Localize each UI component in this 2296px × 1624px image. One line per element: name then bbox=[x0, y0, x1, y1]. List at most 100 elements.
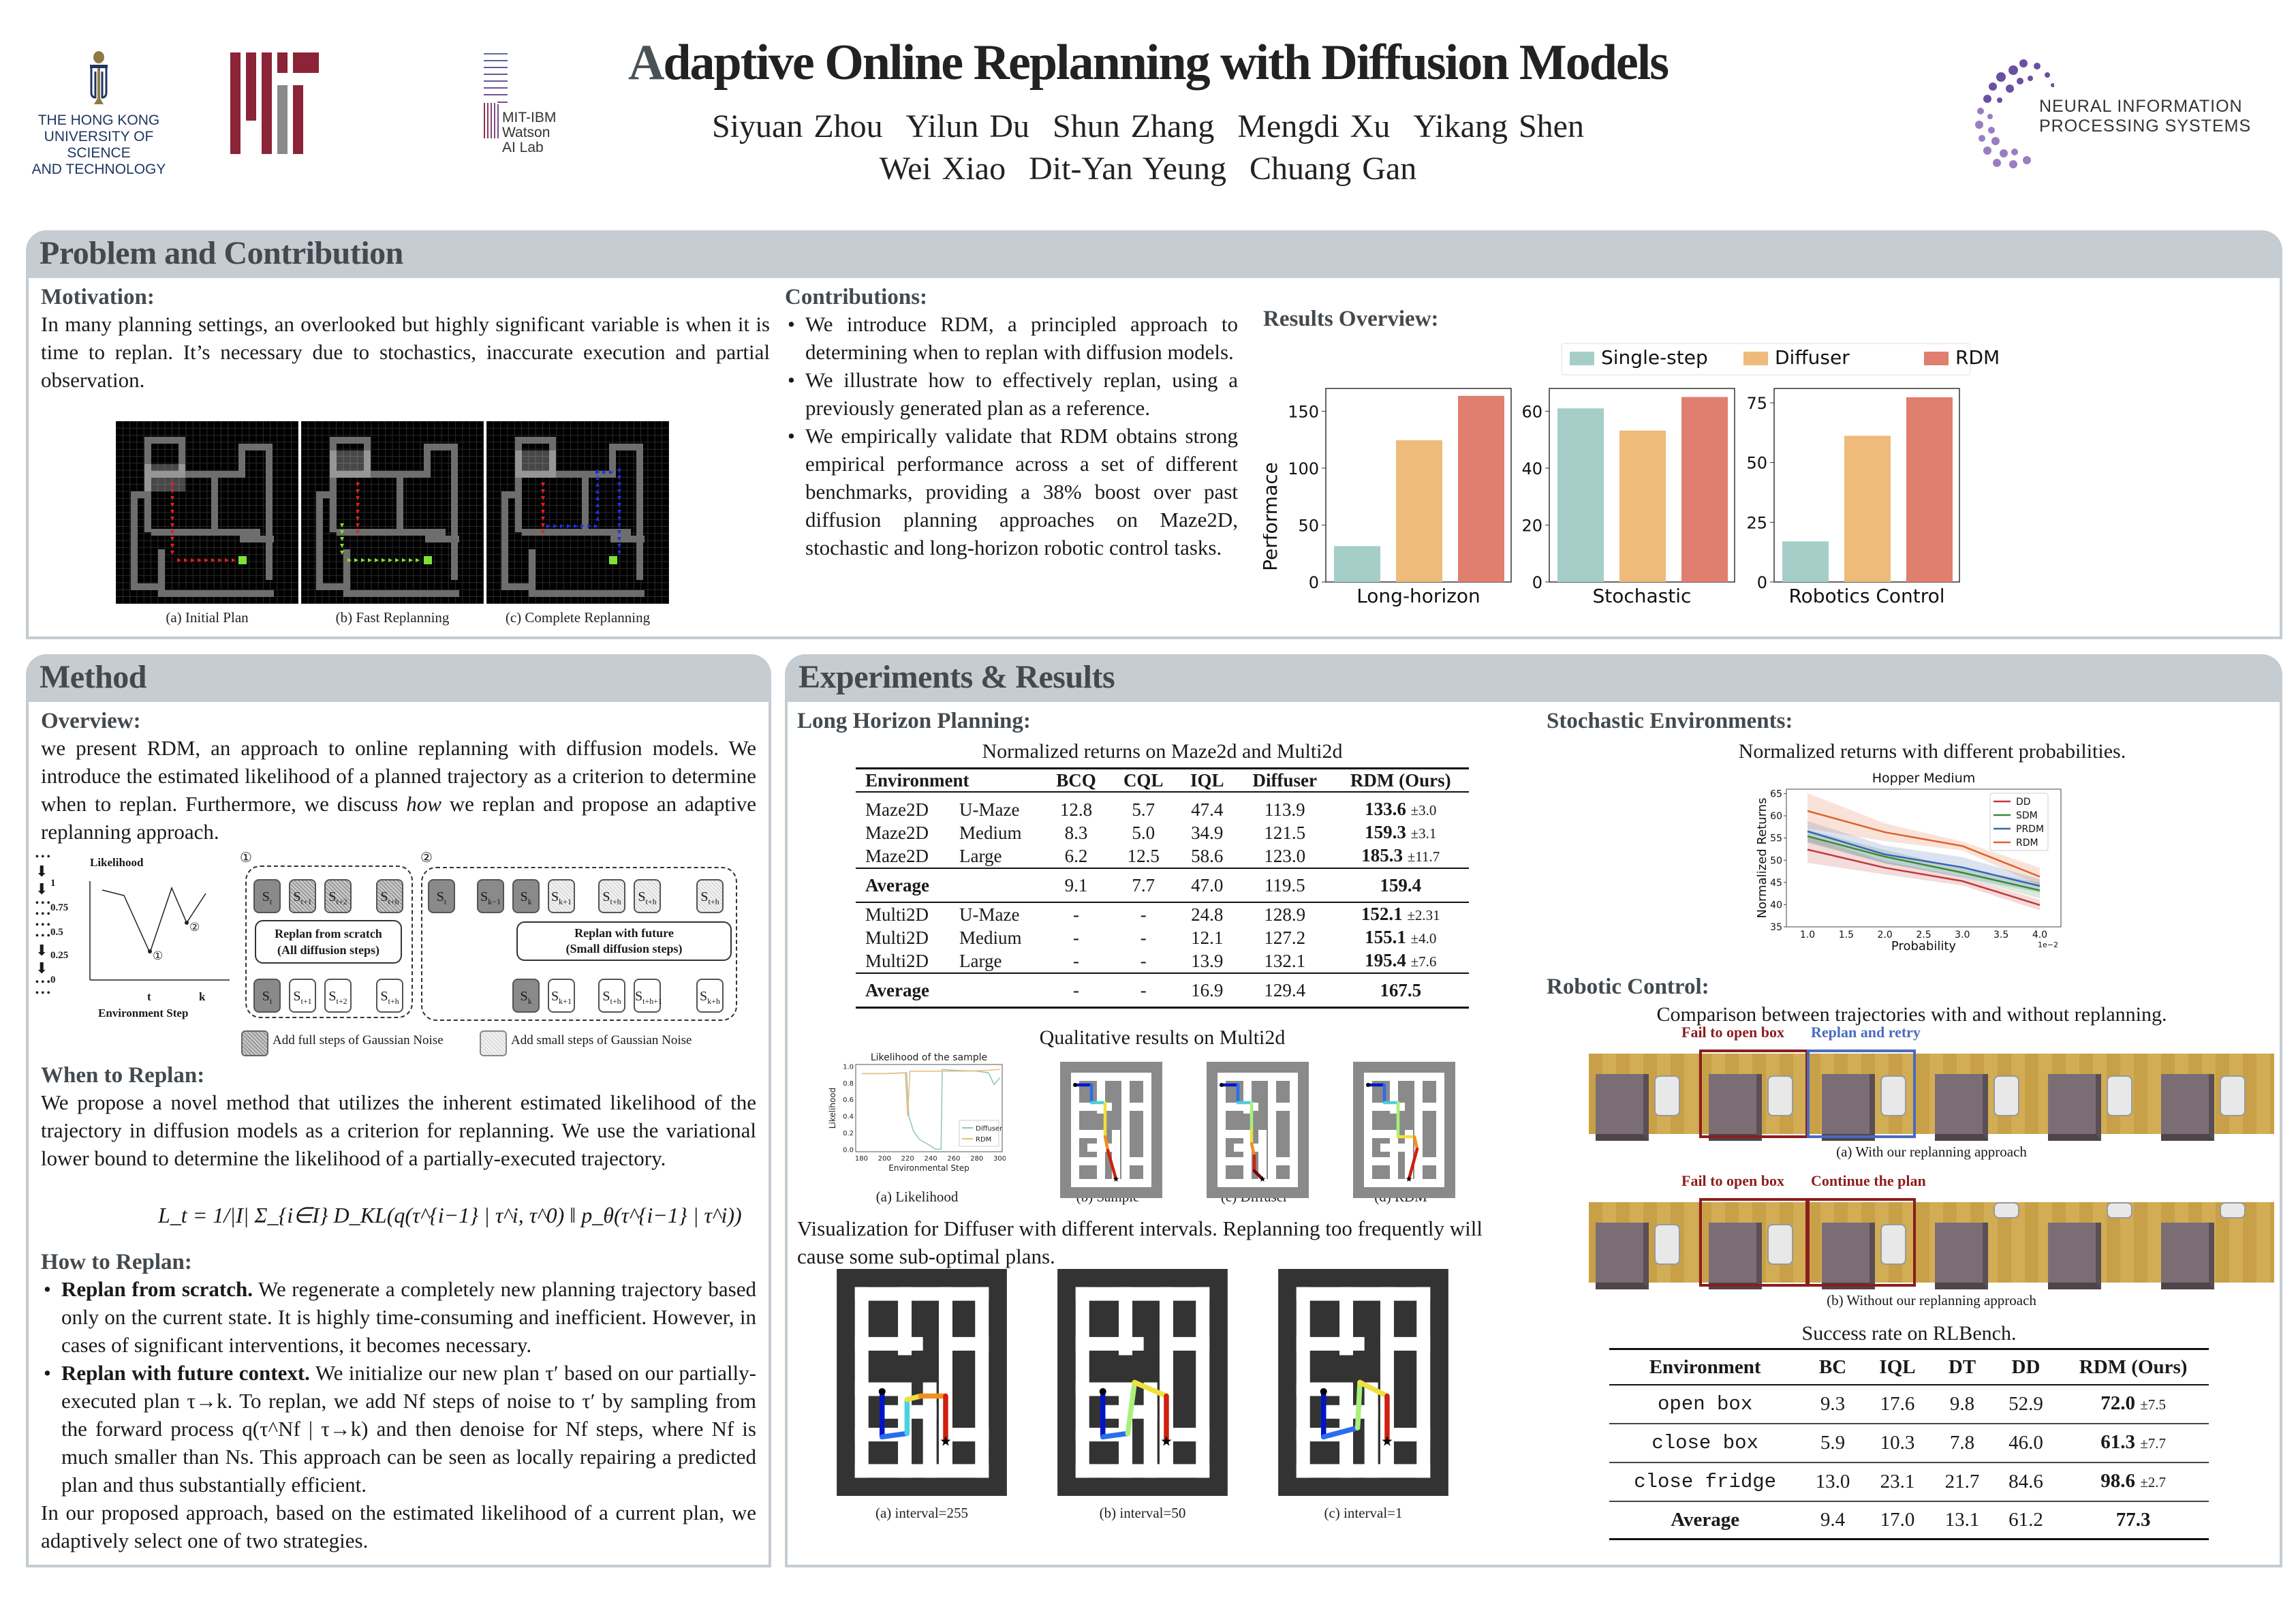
y-tick-label: 0 bbox=[1757, 573, 1767, 592]
cell-cql: 7.7 bbox=[1132, 875, 1155, 895]
qual-subcaption: (a) Likelihood bbox=[875, 1189, 959, 1205]
chart-legend: DD SDM PRDM RDM bbox=[1989, 793, 2049, 851]
col-header: RDM (Ours) bbox=[1350, 770, 1451, 791]
robot-arm-image bbox=[1767, 1224, 1793, 1265]
y-tick-label: 65 bbox=[1770, 789, 1782, 800]
formula-text: L_t = 1/|I| Σ_{i∈I} D_KL(q(τ^{i−1} | τ^i… bbox=[158, 1203, 742, 1227]
cell-env: Average bbox=[865, 875, 929, 895]
diagram-ytick: 0 bbox=[50, 975, 56, 985]
cell-env: Multi2D bbox=[865, 928, 929, 948]
replan-future-title: Replan with future bbox=[574, 926, 674, 940]
chart-legend: Single-step Diffuser RDM bbox=[1561, 343, 2000, 376]
contribution-item: We illustrate how to effectively replan,… bbox=[788, 366, 1238, 422]
cell-iql: 17.6 bbox=[1880, 1393, 1915, 1415]
state-letter: S bbox=[700, 989, 708, 1004]
rdm-value: 155.1 bbox=[1365, 927, 1406, 947]
poster-title: Adaptive Online Replanning with Diffusio… bbox=[0, 34, 2296, 92]
experiments-section-header: Experiments & Results bbox=[788, 654, 2280, 702]
start-marker bbox=[1099, 1388, 1106, 1395]
state-subscript: t+h bbox=[388, 996, 399, 1006]
y-tick-label: 55 bbox=[1770, 833, 1782, 844]
highlight-box-fail bbox=[1699, 1198, 1808, 1287]
goal-star-icon: ★ bbox=[940, 1435, 952, 1450]
state-subscript: t bbox=[269, 996, 273, 1006]
cell-env: Maze2D bbox=[865, 823, 929, 843]
diagram-ytick: 0.75 bbox=[50, 902, 69, 913]
robot-arm-image bbox=[1654, 1224, 1680, 1265]
state-letter: S bbox=[262, 989, 270, 1004]
x-tick-label: 300 bbox=[993, 1155, 1006, 1163]
replan-scratch-sub: (All diffusion steps) bbox=[277, 943, 380, 957]
bar bbox=[1844, 435, 1891, 582]
robot-arm-image bbox=[2107, 1202, 2132, 1219]
cell-iql: 23.1 bbox=[1880, 1471, 1915, 1492]
col-header: DD bbox=[2011, 1356, 2041, 1378]
cell-rdm: 195.4 ±7.6 bbox=[1333, 949, 1469, 973]
state-subscript: k+1 bbox=[559, 996, 572, 1006]
cell-bcq: - bbox=[1073, 980, 1080, 1000]
neurips-line-2: PROCESSING SYSTEMS bbox=[2039, 117, 2252, 136]
state-letter: S bbox=[700, 889, 709, 904]
series-line-rdm bbox=[861, 1069, 1000, 1116]
state-subscript: t+h bbox=[388, 897, 399, 906]
cell-iql: 34.9 bbox=[1191, 823, 1224, 843]
cell-diffuser: 129.4 bbox=[1264, 980, 1306, 1000]
table-row: open box 9.3 17.6 9.8 52.9 72.0 ±7.5 bbox=[1609, 1385, 2209, 1424]
rdm-std: ±11.7 bbox=[1407, 848, 1440, 865]
cell-diffuser: 123.0 bbox=[1264, 846, 1306, 866]
cell-rdm: 185.3 ±11.7 bbox=[1333, 844, 1469, 868]
x-tick-label: 4.0 bbox=[2032, 930, 2047, 940]
replan-scratch-title: Replan from scratch bbox=[275, 927, 382, 940]
label-second: Replan and retry bbox=[1811, 1024, 1921, 1041]
plot-frame bbox=[1786, 788, 2062, 928]
contribution-item: We empirically validate that RDM obtains… bbox=[788, 422, 1238, 562]
cell-dd: 84.6 bbox=[2008, 1471, 2043, 1492]
how-item: Replan from scratch. We regenerate a com… bbox=[44, 1275, 756, 1359]
legend-swatch bbox=[1743, 352, 1768, 365]
trajectory-segment bbox=[1412, 1135, 1419, 1151]
cell-rdm: 133.6 ±3.0 bbox=[1333, 792, 1469, 821]
state-box: St+h bbox=[598, 879, 625, 913]
likelihood-chart: Likelihood of the sample 0.0 0.2 0.4 0.6 0.8 1… bbox=[828, 1052, 1006, 1173]
motivation-text: In many planning settings, an overlooked… bbox=[41, 312, 770, 392]
long-horizon-title: Long Horizon Planning: bbox=[797, 709, 1031, 733]
robot-arm-image bbox=[1994, 1075, 2019, 1116]
state-letter: S bbox=[328, 989, 337, 1004]
cell-bc: 9.4 bbox=[1820, 1509, 1846, 1531]
mit-ibm-lines-icon bbox=[484, 53, 508, 138]
rdm-std: ±7.5 bbox=[2140, 1396, 2167, 1413]
state-box: St+2 bbox=[324, 979, 352, 1013]
trajectory-segment bbox=[1320, 1425, 1361, 1440]
legend-small-noise-swatch bbox=[480, 1030, 507, 1056]
cell-dd: 61.2 bbox=[2008, 1509, 2043, 1531]
cell-env: open box bbox=[1658, 1393, 1753, 1415]
title-rest: daptive Online Replanning with Diffusion… bbox=[663, 35, 1669, 91]
cell-iql: 12.1 bbox=[1191, 928, 1224, 948]
legend-label: SDM bbox=[2016, 810, 2038, 821]
author: Chuang Gan bbox=[1249, 151, 1417, 187]
minigrid-figure bbox=[301, 421, 484, 604]
y-tick-label: 60 bbox=[1521, 402, 1542, 421]
trajectory-segment bbox=[1407, 1147, 1419, 1181]
cell-cql: 12.5 bbox=[1127, 846, 1160, 866]
table-row: Maze2D Medium 8.3 5.0 34.9 121.5 159.3 ±3.1 bbox=[856, 821, 1469, 844]
bar bbox=[1906, 397, 1953, 582]
rlbench-table: Environment BC IQL DT DD RDM (Ours) open… bbox=[1609, 1348, 2209, 1540]
state-box: St+h bbox=[598, 979, 625, 1013]
legend-full-noise-label: Add full steps of Gaussian Noise bbox=[273, 1033, 444, 1047]
robot-arm-image bbox=[2107, 1075, 2132, 1116]
diagram-marker-1: ① bbox=[240, 851, 252, 865]
bar-panel: 0 25 50 75 Robotics Control bbox=[1746, 388, 1960, 607]
experiments-section: Experiments & Results Long Horizon Plann… bbox=[785, 654, 2282, 1567]
interval-caption: (c) interval=1 bbox=[1324, 1505, 1403, 1521]
ellipsis: • • • bbox=[35, 920, 50, 930]
state-subscript: k bbox=[527, 996, 532, 1006]
cell-env: Multi2D bbox=[865, 951, 929, 971]
col-header: DT bbox=[1948, 1356, 1976, 1378]
state-box: Sk−1 bbox=[477, 879, 504, 913]
how-item-bold: Replan from scratch. bbox=[61, 1277, 253, 1301]
state-subscript: k+h bbox=[707, 996, 720, 1006]
problem-section: Problem and Contribution Motivation: In … bbox=[26, 230, 2282, 639]
hopper-chart: Hopper Medium 35 40 45 50 55 60 65 1.0 1.5 2.0 2.5 3… bbox=[1755, 771, 2062, 953]
cell-iql: 10.3 bbox=[1880, 1432, 1915, 1454]
